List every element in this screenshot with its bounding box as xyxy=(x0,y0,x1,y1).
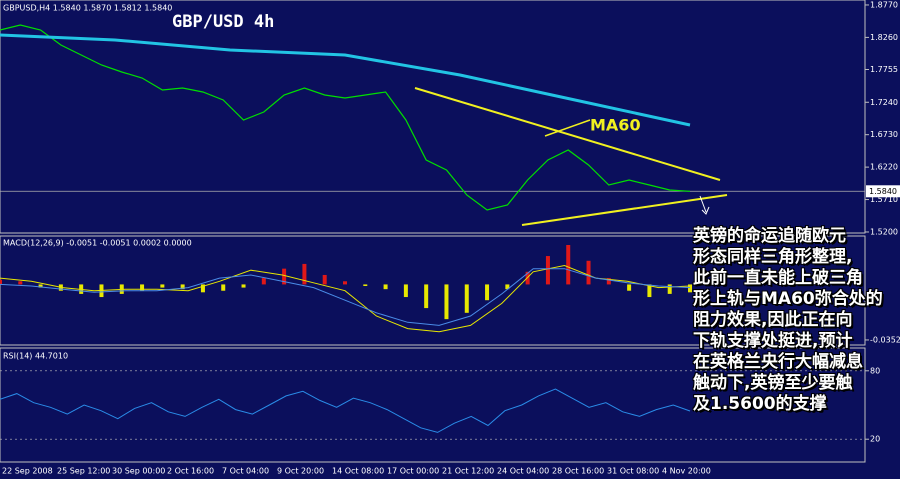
x-tick-label: 24 Oct 04:00 xyxy=(497,467,549,476)
triangle-lower xyxy=(521,194,728,226)
macd-bar xyxy=(688,284,692,293)
commentary: 英镑的命运追随欧元 形态同样三角形整理, 此前一直未能上破三角 形上轨与MA60弥合处… xyxy=(693,226,900,415)
macd-bar xyxy=(627,284,632,291)
x-tick-label: 30 Sep 00:00 xyxy=(112,467,165,476)
x-tick-label: 17 Oct 00:00 xyxy=(387,467,439,476)
commentary-line: 阻力效果,因此正在向 xyxy=(693,310,853,330)
annotation: MA60 xyxy=(590,116,641,135)
macd-bar xyxy=(667,284,672,294)
y-tick-label: 1.5710 xyxy=(870,195,898,204)
macd-bar xyxy=(221,284,226,291)
macd-bar xyxy=(545,256,550,285)
y-tick-label: 80 xyxy=(870,366,880,375)
macd-bar xyxy=(241,284,246,288)
chart-title: GBP/USD 4h xyxy=(172,12,274,32)
macd-bar xyxy=(464,284,469,313)
macd-bar xyxy=(424,284,429,309)
last-price-label: 1.5840 xyxy=(869,187,897,196)
commentary-line: 此前一直未能上破三角 xyxy=(693,268,863,288)
x-tick-label: 31 Oct 08:00 xyxy=(607,467,659,476)
commentary-line: 及1.5600的支撑 xyxy=(693,394,827,414)
x-tick-label: 28 Oct 16:00 xyxy=(552,467,604,476)
macd-bar xyxy=(363,284,368,287)
last-price-box xyxy=(866,185,900,198)
arrow xyxy=(699,195,710,215)
commentary-line: 下轨支撑处挺进,预计 xyxy=(693,331,853,351)
macd-bar xyxy=(261,278,266,285)
macd-bar xyxy=(566,244,571,285)
y-tick-label: -0.0352 xyxy=(870,335,900,344)
y-tick-label: 1.7755 xyxy=(870,65,898,74)
y-tick-label: 1.6730 xyxy=(870,130,898,139)
macd-bar xyxy=(403,284,408,298)
macd-bar xyxy=(0,279,2,285)
series-line xyxy=(0,33,691,127)
x-tick-label: 9 Oct 20:00 xyxy=(277,467,324,476)
macd-bar xyxy=(525,271,530,285)
macd-bar xyxy=(505,284,510,290)
macd-bar xyxy=(18,281,23,285)
y-tick-label: 20 xyxy=(870,435,880,444)
macd-bar xyxy=(444,284,449,320)
series-line xyxy=(0,268,691,326)
macd-bar xyxy=(180,284,185,290)
commentary-line: 在英格兰央行大幅减息 xyxy=(693,352,863,372)
series-line xyxy=(0,24,691,211)
x-tick-label: 22 Sep 2008 xyxy=(2,467,53,476)
y-tick-label: 1.8770 xyxy=(870,0,898,9)
macd-bar xyxy=(140,284,145,291)
macd-bar xyxy=(322,274,327,285)
x-tick-label: 7 Oct 04:00 xyxy=(222,467,269,476)
macd-bar xyxy=(302,263,307,285)
commentary-line: 形态同样三角形整理, xyxy=(693,247,853,267)
macd-bar xyxy=(343,281,347,285)
y-tick-label: 1.6220 xyxy=(870,163,898,172)
y-tick-label: 1.5200 xyxy=(870,227,898,236)
panel-header: GBPUSD,H4 1.5840 1.5870 1.5812 1.5840 xyxy=(3,4,172,13)
x-tick-label: 25 Sep 12:00 xyxy=(57,467,110,476)
annotation-pointer xyxy=(544,119,591,137)
macd-bar xyxy=(485,284,490,301)
commentary-line: 触动下,英镑至少要触 xyxy=(693,373,853,393)
macd-bar xyxy=(586,260,591,285)
macd-bar xyxy=(200,284,205,293)
panel-header: MACD(12,26,9) -0.0051 -0.0051 0.0002 0.0… xyxy=(3,239,192,248)
panel-frame xyxy=(0,235,866,346)
triangle-upper xyxy=(414,87,721,181)
x-tick-label: 14 Oct 08:00 xyxy=(332,467,384,476)
x-tick-label: 4 Nov 20:00 xyxy=(662,467,711,476)
series-line xyxy=(0,264,691,333)
x-tick-label: 2 Oct 16:00 xyxy=(167,467,214,476)
commentary-line: 英镑的命运追随欧元 xyxy=(693,226,846,246)
macd-bar xyxy=(282,268,287,285)
y-tick-label: 1.8260 xyxy=(870,33,898,42)
macd-bar xyxy=(647,284,652,298)
macd-bar xyxy=(606,278,611,285)
panel-header: RSI(14) 44.7010 xyxy=(3,352,68,361)
y-tick-label: 1.7240 xyxy=(870,98,898,107)
x-tick-label: 21 Oct 12:00 xyxy=(442,467,494,476)
series-line xyxy=(0,388,691,433)
macd-bar xyxy=(383,284,388,290)
macd-bar xyxy=(160,284,165,288)
commentary-line: 形上轨与MA60弥合处的 xyxy=(693,289,883,309)
panel-frame xyxy=(0,0,866,234)
panel-frame xyxy=(0,347,866,463)
macd-bar xyxy=(38,284,43,288)
